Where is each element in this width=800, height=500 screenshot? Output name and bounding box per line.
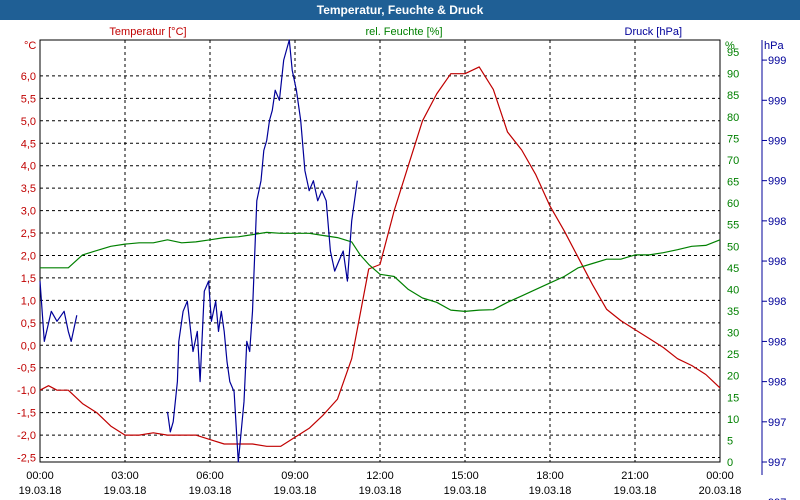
pressure-axis-label: Druck [hPa]	[625, 26, 682, 38]
x-tick-date: 19.03.18	[189, 485, 232, 497]
pressure-tick: 998	[768, 296, 786, 308]
pressure-tick: 998	[768, 216, 786, 228]
x-tick-date: 20.03.18	[699, 485, 742, 497]
temperature-tick: 4,5	[21, 138, 36, 150]
pressure-tick: 999	[768, 135, 786, 147]
pressure-tick: 997	[768, 417, 786, 429]
x-tick-time: 09:00	[281, 470, 309, 482]
pressure-tick: 998	[768, 336, 786, 348]
temperature-tick: 0,0	[21, 340, 36, 352]
humidity-tick: 35	[727, 306, 739, 318]
temperature-tick: 6,0	[21, 71, 36, 83]
x-tick-time: 12:00	[366, 470, 394, 482]
x-tick-time: 00:00	[26, 470, 54, 482]
humidity-tick: 65	[727, 177, 739, 189]
humidity-tick: 30	[727, 328, 739, 340]
x-tick-time: 15:00	[451, 470, 479, 482]
temperature-tick: 3,5	[21, 183, 36, 195]
series-line-pressure	[166, 39, 358, 463]
humidity-tick: 95	[727, 47, 739, 59]
humidity-tick: 20	[727, 371, 739, 383]
temperature-tick: 3,0	[21, 206, 36, 218]
pressure-tick: 998	[768, 377, 786, 389]
humidity-tick: 55	[727, 220, 739, 232]
humidity-tick: 70	[727, 155, 739, 167]
temperature-tick: 0,5	[21, 318, 36, 330]
temperature-tick: 5,5	[21, 93, 36, 105]
humidity-tick: 75	[727, 133, 739, 145]
temperature-tick: 1,0	[21, 295, 36, 307]
x-tick-time: 18:00	[536, 470, 564, 482]
pressure-tick: 999	[768, 95, 786, 107]
pressure-tick: 999	[768, 55, 786, 67]
x-tick-date: 19.03.18	[19, 485, 62, 497]
humidity-tick: 10	[727, 414, 739, 426]
humidity-tick: 0	[727, 457, 733, 469]
x-tick-date: 19.03.18	[359, 485, 402, 497]
x-tick-date: 19.03.18	[614, 485, 657, 497]
humidity-tick: 90	[727, 69, 739, 81]
series-line-pressure	[39, 281, 78, 342]
pressure-tick: 997	[768, 497, 786, 500]
temperature-tick: -2,5	[17, 453, 36, 465]
humidity-tick: 40	[727, 284, 739, 296]
temperature-tick: -1,0	[17, 385, 36, 397]
x-tick-date: 19.03.18	[274, 485, 317, 497]
x-tick-time: 06:00	[196, 470, 224, 482]
temperature-unit: °C	[24, 40, 36, 52]
grid	[39, 39, 721, 463]
series-line-temperature	[39, 66, 721, 447]
humidity-unit: %	[725, 40, 735, 52]
x-tick-time: 03:00	[111, 470, 139, 482]
x-tick-date: 19.03.18	[529, 485, 572, 497]
x-tick-time: 00:00	[706, 470, 734, 482]
humidity-tick: 25	[727, 349, 739, 361]
pressure-tick: 999	[768, 176, 786, 188]
temperature-tick: 5,0	[21, 116, 36, 128]
humidity-tick: 85	[727, 90, 739, 102]
humidity-tick: 50	[727, 241, 739, 253]
temperature-axis-label: Temperatur [°C]	[109, 26, 186, 38]
x-tick-date: 19.03.18	[104, 485, 147, 497]
temperature-tick: -2,0	[17, 430, 36, 442]
humidity-tick: 80	[727, 112, 739, 124]
temperature-tick: 1,5	[21, 273, 36, 285]
humidity-axis-label: rel. Feuchte [%]	[365, 26, 442, 38]
ticks: 00:00 19.03.18 03:00 19.03.18 06:00 19.03.18 0…	[17, 40, 786, 500]
humidity-tick: 5	[727, 435, 733, 447]
pressure-tick: 998	[768, 256, 786, 268]
temperature-tick: 4,0	[21, 161, 36, 173]
temperature-tick: -1,5	[17, 408, 36, 420]
temperature-tick: 2,0	[21, 250, 36, 262]
x-tick-date: 19.03.18	[444, 485, 487, 497]
series-lines	[39, 39, 721, 463]
humidity-tick: 60	[727, 198, 739, 210]
humidity-tick: 45	[727, 263, 739, 275]
window-title: Temperatur, Feuchte & Druck	[0, 0, 800, 20]
temperature-tick: -0,5	[17, 363, 36, 375]
pressure-unit: hPa	[764, 40, 784, 52]
series-line-humidity	[40, 231, 721, 312]
pressure-tick: 997	[768, 457, 786, 469]
temperature-tick: 2,5	[21, 228, 36, 240]
x-tick-time: 21:00	[621, 470, 649, 482]
humidity-tick: 15	[727, 392, 739, 404]
